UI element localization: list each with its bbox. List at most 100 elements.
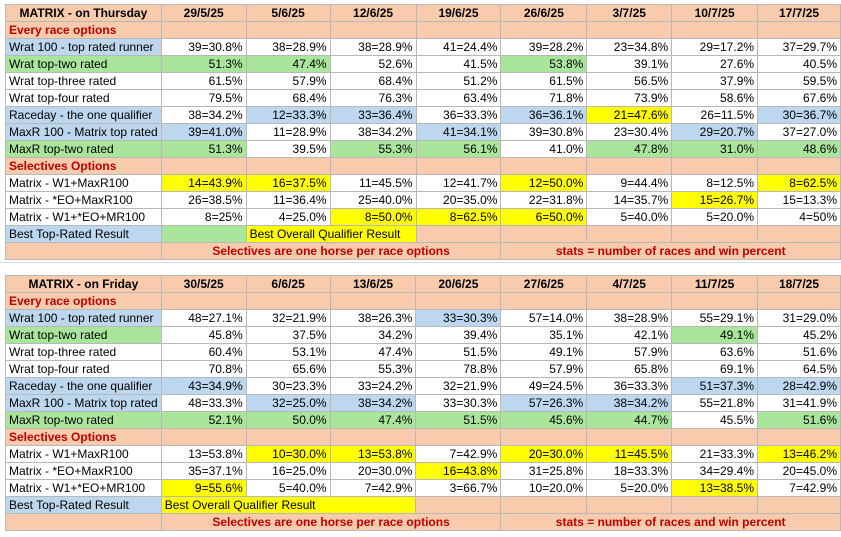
stat-cell[interactable]: 51=37.3% (671, 377, 759, 395)
stat-cell[interactable]: 13=53.8% (160, 445, 247, 463)
stat-cell[interactable]: 40.5% (757, 55, 841, 73)
section-label[interactable]: Every race options (5, 21, 162, 39)
empty-cell[interactable] (500, 157, 588, 175)
stat-cell[interactable]: 33=36.4% (329, 106, 417, 124)
date-header[interactable]: 26/6/25 (500, 4, 588, 22)
row-label[interactable]: MaxR 100 - Matrix top rated (5, 123, 162, 141)
row-label[interactable]: Matrix - W1+*EO+MR100 (5, 479, 162, 497)
empty-cell[interactable] (671, 21, 759, 39)
stat-cell[interactable]: 56.5% (586, 72, 673, 90)
stat-cell[interactable]: 25=40.0% (329, 191, 417, 209)
stat-cell[interactable]: 9=44.4% (586, 174, 673, 192)
date-header[interactable]: 30/5/25 (160, 275, 247, 293)
row-label[interactable]: Raceday - the one qualifier (5, 377, 162, 395)
empty-cell[interactable] (160, 428, 247, 446)
legend-top-rated[interactable]: Best Top-Rated Result (5, 496, 162, 514)
date-header[interactable]: 4/7/25 (586, 275, 673, 293)
footer-note-stats[interactable]: stats = number of races and win percent (500, 242, 841, 260)
stat-cell[interactable]: 32=21.9% (245, 309, 331, 327)
stat-cell[interactable]: 48=33.3% (160, 394, 247, 412)
stat-cell[interactable]: 65.6% (245, 360, 331, 378)
stat-cell[interactable]: 41=34.1% (415, 123, 502, 141)
stat-cell[interactable]: 63.6% (671, 343, 759, 361)
stat-cell[interactable]: 8=62.5% (757, 174, 841, 192)
empty-cell[interactable] (5, 513, 162, 531)
empty-cell[interactable] (415, 157, 502, 175)
stat-cell[interactable]: 23=30.4% (586, 123, 673, 141)
row-label[interactable]: Wrat top-three rated (5, 343, 162, 361)
stat-cell[interactable]: 43=34.9% (160, 377, 247, 395)
stat-cell[interactable]: 21=33.3% (671, 445, 759, 463)
date-header[interactable]: 29/5/25 (160, 4, 247, 22)
stat-cell[interactable]: 20=30.0% (500, 445, 588, 463)
stat-cell[interactable]: 70.8% (160, 360, 247, 378)
stat-cell[interactable]: 11=36.4% (245, 191, 331, 209)
stat-cell[interactable]: 47.4% (329, 343, 417, 361)
stat-cell[interactable]: 20=45.0% (757, 462, 841, 480)
empty-cell[interactable] (586, 428, 673, 446)
stat-cell[interactable]: 4=25.0% (245, 208, 331, 226)
stat-cell[interactable]: 5=40.0% (586, 208, 673, 226)
stat-cell[interactable]: 38=34.2% (586, 394, 673, 412)
empty-cell[interactable] (500, 292, 588, 310)
stat-cell[interactable]: 51.6% (757, 411, 841, 429)
stat-cell[interactable]: 39.4% (415, 326, 502, 344)
stat-cell[interactable]: 53.1% (245, 343, 331, 361)
stat-cell[interactable]: 15=26.7% (671, 191, 759, 209)
stat-cell[interactable]: 35.1% (500, 326, 588, 344)
stat-cell[interactable]: 34.2% (329, 326, 417, 344)
stat-cell[interactable]: 45.5% (671, 411, 759, 429)
stat-cell[interactable]: 57.9% (500, 360, 588, 378)
date-header[interactable]: 12/6/25 (329, 4, 417, 22)
stat-cell[interactable]: 51.5% (415, 411, 502, 429)
stat-cell[interactable]: 61.5% (160, 72, 247, 90)
stat-cell[interactable]: 55=21.8% (671, 394, 759, 412)
stat-cell[interactable]: 12=33.3% (245, 106, 331, 124)
stat-cell[interactable]: 51.2% (415, 72, 502, 90)
empty-cell[interactable] (500, 428, 588, 446)
stat-cell[interactable]: 68.4% (329, 72, 417, 90)
stat-cell[interactable]: 76.3% (329, 89, 417, 107)
empty-cell[interactable] (757, 428, 841, 446)
row-label[interactable]: MaxR 100 - Matrix top rated (5, 394, 162, 412)
empty-cell[interactable] (329, 157, 417, 175)
stat-cell[interactable]: 13=38.5% (671, 479, 759, 497)
stat-cell[interactable]: 47.4% (329, 411, 417, 429)
row-label[interactable]: Raceday - the one qualifier (5, 106, 162, 124)
stat-cell[interactable]: 31=25.8% (500, 462, 588, 480)
stat-cell[interactable]: 49=24.5% (500, 377, 588, 395)
stat-cell[interactable]: 8=62.5% (415, 208, 502, 226)
stat-cell[interactable]: 36=33.3% (415, 106, 502, 124)
row-label[interactable]: Matrix - *EO+MaxR100 (5, 462, 162, 480)
stat-cell[interactable]: 37.9% (671, 72, 759, 90)
stat-cell[interactable]: 21=47.6% (586, 106, 673, 124)
empty-cell[interactable] (415, 225, 502, 243)
empty-cell[interactable] (671, 157, 759, 175)
stat-cell[interactable]: 31.0% (671, 140, 759, 158)
stat-cell[interactable]: 51.3% (160, 140, 247, 158)
stat-cell[interactable]: 41.0% (500, 140, 588, 158)
row-label[interactable]: Matrix - W1+MaxR100 (5, 174, 162, 192)
date-header[interactable]: 10/7/25 (671, 4, 759, 22)
stat-cell[interactable]: 38=34.2% (160, 106, 247, 124)
empty-cell[interactable] (329, 21, 417, 39)
date-header[interactable]: 5/6/25 (245, 4, 331, 22)
empty-cell[interactable] (329, 292, 417, 310)
stat-cell[interactable]: 52.1% (160, 411, 247, 429)
stat-cell[interactable]: 60.4% (160, 343, 247, 361)
stat-cell[interactable]: 57.9% (586, 343, 673, 361)
row-label[interactable]: Matrix - W1+*EO+MR100 (5, 208, 162, 226)
stat-cell[interactable]: 37=27.0% (757, 123, 841, 141)
stat-cell[interactable]: 8=50.0% (329, 208, 417, 226)
stat-cell[interactable]: 5=20.0% (671, 208, 759, 226)
legend-best-qualifier[interactable]: Best Overall Qualifier Result (160, 496, 417, 514)
stat-cell[interactable]: 48.6% (757, 140, 841, 158)
stat-cell[interactable]: 8=12.5% (671, 174, 759, 192)
stat-cell[interactable]: 22=31.8% (500, 191, 588, 209)
stat-cell[interactable]: 45.6% (500, 411, 588, 429)
empty-cell[interactable] (329, 428, 417, 446)
stat-cell[interactable]: 33=30.3% (415, 309, 502, 327)
stat-cell[interactable]: 41.5% (415, 55, 502, 73)
stat-cell[interactable]: 51.3% (160, 55, 247, 73)
stat-cell[interactable]: 73.9% (586, 89, 673, 107)
